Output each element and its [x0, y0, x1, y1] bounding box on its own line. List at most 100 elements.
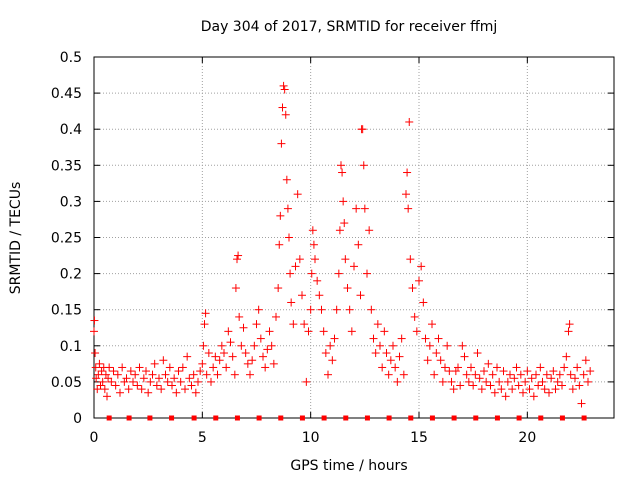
data-point: [350, 262, 358, 271]
data-point: [477, 385, 486, 394]
data-point: [324, 370, 332, 379]
data-point: [159, 356, 168, 365]
data-point: [272, 312, 280, 321]
data-point: [111, 381, 120, 390]
data-point: [131, 370, 140, 379]
data-point: [540, 385, 549, 394]
y-tick-label: 0.5: [60, 50, 82, 66]
data-point: [389, 341, 397, 350]
data-point: [224, 327, 233, 336]
data-point: [90, 316, 99, 325]
data-point: [304, 327, 313, 336]
data-point: [345, 305, 354, 314]
data-point: [359, 161, 368, 170]
data-point: [369, 334, 378, 343]
baseline-marker: [343, 415, 349, 421]
data-point: [430, 370, 439, 379]
data-point: [93, 385, 102, 394]
data-point: [148, 370, 157, 379]
data-point: [456, 381, 465, 390]
data-point: [402, 190, 410, 199]
data-point: [497, 385, 506, 394]
y-tick-label: 0.05: [51, 375, 82, 391]
data-point: [137, 385, 146, 394]
data-point: [467, 363, 475, 372]
data-point: [454, 363, 462, 372]
data-point: [211, 352, 220, 361]
baseline-marker: [538, 415, 544, 421]
data-point: [441, 363, 449, 372]
data-point: [340, 219, 349, 228]
baseline-marker: [278, 415, 284, 421]
data-point: [267, 341, 276, 350]
data-point: [202, 370, 211, 379]
data-point: [291, 262, 300, 271]
data-point: [545, 388, 553, 397]
x-tick-label: 20: [518, 430, 536, 446]
data-point: [339, 197, 348, 206]
data-point: [90, 327, 98, 336]
data-point: [142, 367, 150, 376]
data-point: [279, 81, 288, 90]
data-point: [382, 349, 391, 358]
data-point: [163, 377, 172, 386]
data-point: [506, 370, 514, 379]
y-tick-label: 0.2: [60, 267, 82, 283]
data-point: [161, 370, 170, 379]
data-point: [555, 370, 564, 379]
data-point: [209, 363, 218, 372]
baseline-marker: [234, 415, 240, 421]
x-tick-label: 5: [198, 430, 207, 446]
data-point: [391, 363, 400, 372]
data-point: [191, 388, 200, 397]
data-point: [335, 226, 344, 235]
data-point: [551, 385, 560, 394]
baseline-marker: [169, 415, 175, 421]
data-point: [235, 312, 244, 321]
data-point: [220, 349, 228, 358]
data-point: [558, 381, 566, 390]
data-point: [417, 262, 426, 271]
data-point: [113, 370, 122, 379]
data-point: [423, 356, 432, 365]
baseline-marker: [321, 415, 327, 421]
y-tick-label: 0.4: [60, 122, 82, 138]
data-point: [282, 175, 291, 184]
data-point: [302, 377, 311, 386]
data-point: [321, 349, 330, 358]
data-point: [464, 377, 473, 386]
data-point: [547, 374, 556, 383]
data-point: [471, 370, 480, 379]
data-point: [178, 363, 187, 372]
data-point: [490, 388, 499, 397]
data-point: [261, 363, 270, 372]
data-point: [286, 269, 295, 278]
data-point: [254, 305, 263, 314]
data-point: [371, 349, 380, 358]
data-point: [185, 374, 194, 383]
data-point: [373, 320, 382, 329]
data-point: [157, 385, 166, 394]
data-point: [176, 377, 185, 386]
data-point: [501, 392, 510, 401]
data-point: [532, 370, 540, 379]
data-point: [259, 352, 267, 361]
data-point: [241, 349, 250, 358]
data-point: [376, 341, 384, 350]
baseline-markers: [106, 415, 587, 421]
x-axis-label: GPS time / hours: [290, 458, 407, 474]
data-point: [484, 359, 493, 368]
data-point: [438, 377, 447, 386]
data-point: [307, 269, 316, 278]
chart-title: Day 304 of 2017, SRMTID for receiver ffm…: [201, 19, 498, 35]
data-point: [280, 85, 289, 94]
data-point: [204, 349, 213, 358]
data-point: [233, 255, 241, 264]
baseline-marker: [213, 415, 219, 421]
data-point: [91, 363, 100, 372]
data-point: [586, 367, 595, 376]
y-tick-label: 0.35: [51, 158, 82, 174]
data-point: [536, 363, 545, 372]
data-point: [248, 356, 257, 365]
